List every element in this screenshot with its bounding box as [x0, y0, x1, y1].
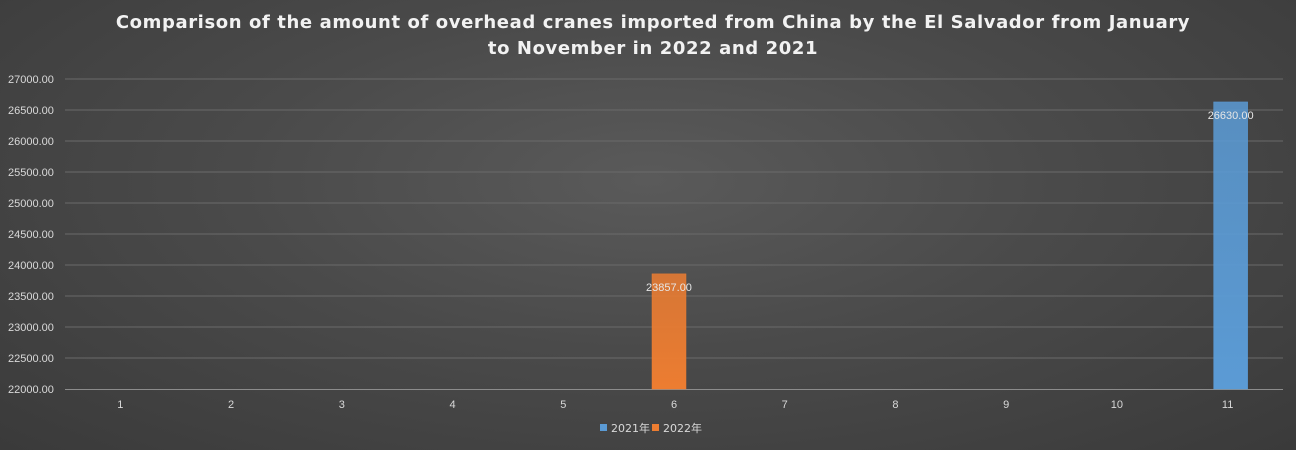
legend-label: 2021年 — [611, 421, 650, 435]
chart-title-line-1: Comparison of the amount of overhead cra… — [115, 12, 1191, 33]
legend-swatch — [600, 424, 607, 431]
data-label: 23857.00 — [646, 282, 692, 294]
x-tick-label: 7 — [782, 399, 788, 411]
x-tick-label: 8 — [892, 399, 898, 411]
x-tick-label: 10 — [1111, 399, 1123, 411]
chart-title-line-2: to November in 2022 and 2021 — [487, 38, 819, 59]
x-tick-label: 9 — [1003, 399, 1009, 411]
x-tick-label: 3 — [339, 399, 345, 411]
chart-title: Comparison of the amount of overhead cra… — [0, 10, 1296, 62]
bar-2022年-6 — [651, 273, 687, 390]
legend-label: 2022年 — [663, 421, 702, 435]
x-tick-label: 2 — [228, 399, 234, 411]
legend-swatch — [652, 424, 659, 431]
x-tick-label: 4 — [449, 399, 455, 411]
x-tick-label: 5 — [560, 399, 566, 411]
x-tick-label: 11 — [1222, 399, 1233, 411]
y-tick-label: 27000.00 — [8, 74, 54, 86]
y-tick-label: 22500.00 — [8, 353, 54, 365]
y-tick-label: 23000.00 — [8, 322, 54, 334]
y-tick-label: 23500.00 — [8, 291, 54, 303]
data-label: 26630.00 — [1208, 110, 1254, 122]
y-tick-label: 26000.00 — [8, 136, 54, 148]
y-tick-label: 22000.00 — [8, 384, 54, 396]
y-tick-label: 25000.00 — [8, 198, 54, 210]
x-tick-label: 6 — [671, 399, 677, 411]
y-tick-label: 25500.00 — [8, 167, 54, 179]
bar-2021年-11 — [1213, 101, 1248, 390]
x-tick-label: 1 — [117, 399, 123, 411]
y-tick-label: 24000.00 — [8, 260, 54, 272]
y-tick-label: 24500.00 — [8, 229, 54, 241]
y-tick-label: 26500.00 — [8, 105, 54, 117]
